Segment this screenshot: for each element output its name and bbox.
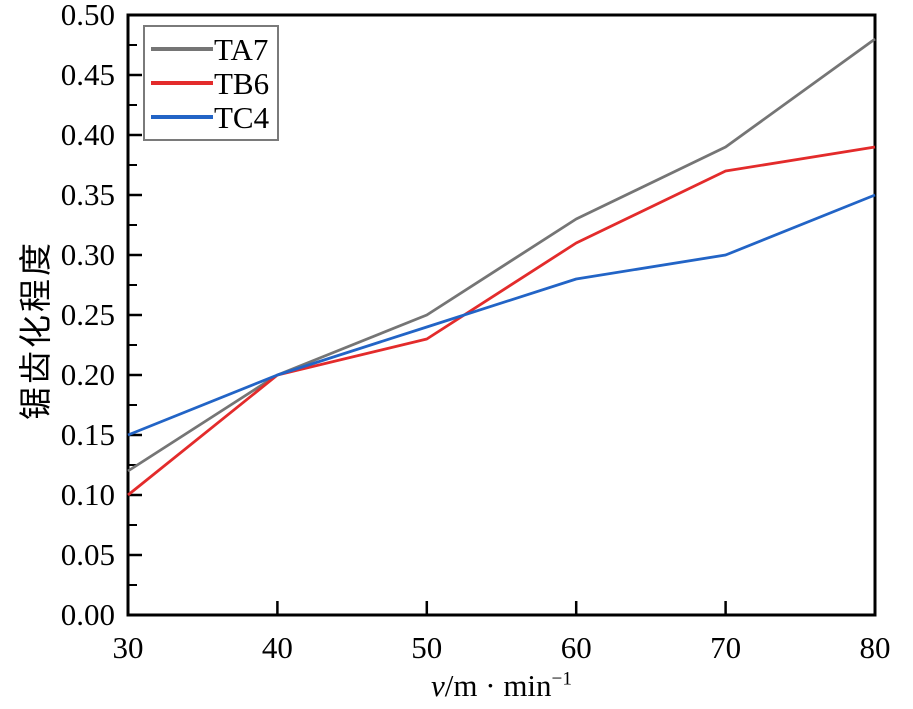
series-line-ta7	[127, 37, 876, 473]
x-axis-label-symbol: v	[431, 668, 445, 703]
legend: TA7 TB6 TC4	[143, 25, 280, 141]
x-tick-label: 60	[561, 630, 592, 665]
y-tick-label: 0.45	[61, 57, 115, 92]
legend-label-tc4: TC4	[214, 99, 270, 135]
series-line-tb6	[127, 145, 876, 497]
x-axis-label-units: /m · min	[444, 668, 552, 703]
y-tick-label: 0.20	[61, 357, 115, 392]
x-tick-label: 80	[860, 630, 891, 665]
x-tick-label: 70	[710, 630, 741, 665]
y-tick-label: 0.15	[61, 417, 115, 452]
x-axis-label-exponent: −1	[551, 668, 572, 690]
y-tick-label: 0.25	[61, 297, 115, 332]
x-tick-label: 40	[262, 630, 293, 665]
legend-line-swatch-tc4	[151, 115, 213, 119]
legend-item: TC4	[151, 100, 269, 134]
legend-item: TA7	[151, 32, 269, 66]
y-tick-label: 0.40	[61, 117, 115, 152]
legend-line-swatch-tb6	[151, 81, 213, 85]
legend-label-ta7: TA7	[214, 31, 269, 67]
legend-label-tb6: TB6	[214, 65, 270, 101]
legend-line-swatch-ta7	[151, 47, 213, 51]
x-tick-label: 30	[113, 630, 144, 665]
y-tick-label: 0.05	[61, 537, 115, 572]
x-tick-label: 50	[411, 630, 442, 665]
x-axis-label: v/m · min−1	[128, 668, 875, 704]
y-tick-label: 0.50	[61, 0, 115, 32]
plot-frame	[126, 13, 877, 617]
y-tick-label: 0.35	[61, 177, 115, 212]
y-axis-label: 锯齿化程度	[19, 240, 55, 420]
y-tick-label: 0.00	[61, 597, 115, 632]
series-line-tc4	[127, 193, 876, 437]
legend-item: TB6	[151, 66, 269, 100]
y-tick-label: 0.10	[61, 477, 115, 512]
y-tick-label: 0.30	[61, 237, 115, 272]
